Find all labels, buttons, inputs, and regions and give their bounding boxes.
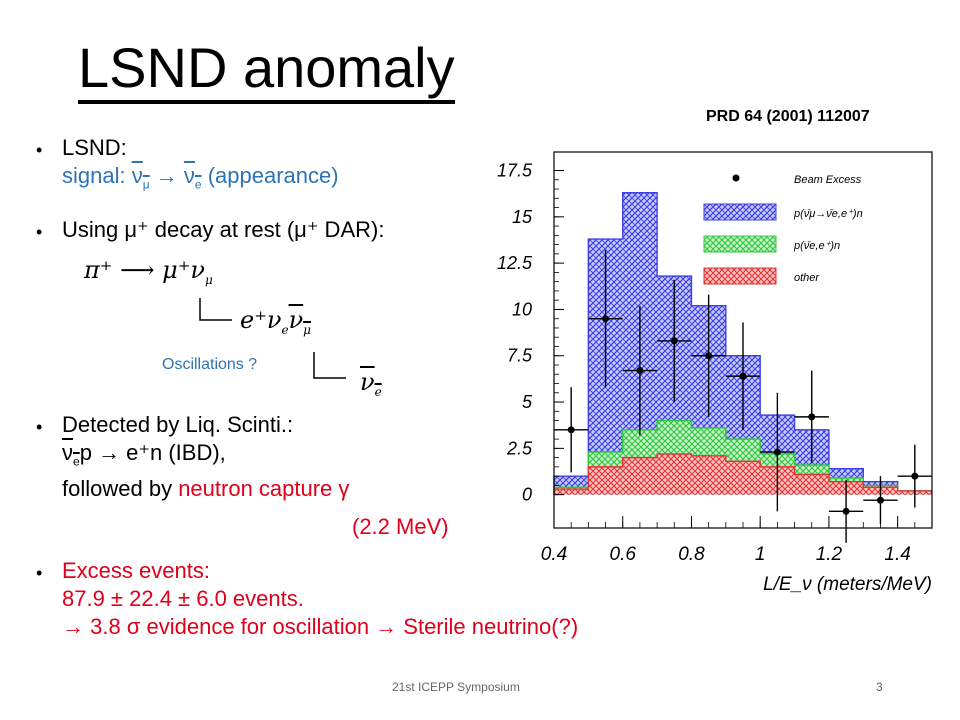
e-sub: e: [194, 177, 202, 192]
y-tick-label: 10: [512, 299, 532, 319]
legend-swatch: [703, 267, 777, 285]
legend-beam-excess-marker: [732, 174, 740, 182]
decay-pion: π⁺ ⟶ μ⁺νμ: [84, 256, 213, 294]
nue-bar: νe: [62, 440, 80, 469]
hist-bar-other: [622, 457, 658, 495]
nu-e-bar: νe: [183, 163, 202, 192]
beam-excess-point: [636, 367, 644, 375]
neutron-capture: neutron capture γ: [178, 476, 350, 502]
nu-symbol: ν: [360, 368, 375, 396]
decay-pion-text: π⁺ ⟶ μ⁺ν: [84, 256, 205, 284]
lsnd-signal: signal: νμ → νe (appearance): [62, 162, 339, 198]
nu-symbol: ν: [62, 440, 73, 465]
legend-label: p(ν̄μ→ν̄e,e⁺)n: [793, 208, 863, 220]
followed-by: followed by: [62, 476, 179, 502]
hist-bar-other: [657, 453, 692, 495]
decay-nue-bar: νe: [360, 368, 382, 406]
nu-symbol: ν: [183, 163, 195, 188]
lsnd-histogram-chart: 0 2.5 5 7.5 10 12.5 15 17.5 0.4 0.6 0.8 1 1.2 1.4 Beam…: [482, 132, 942, 602]
legend-label: p(ν̄e,e⁺)n: [793, 240, 840, 252]
nu-mu-bar: νμ: [131, 163, 150, 192]
y-tick-label: 15: [512, 207, 533, 227]
nue-sub: e: [73, 454, 80, 469]
beam-excess-point: [808, 413, 816, 421]
slide-title: LSND anomaly: [78, 38, 455, 104]
oscillation-connector: [313, 352, 346, 379]
reference-citation: PRD 64 (2001) 112007: [706, 108, 870, 125]
appearance-label: (appearance): [207, 163, 339, 188]
decay-muon-sub-e: e: [281, 322, 289, 337]
legend-swatch: [703, 203, 777, 221]
nue-sub: e: [374, 384, 382, 399]
hist-bar-other: [554, 489, 589, 495]
x-tick-label: 1.2: [816, 544, 843, 565]
legend-beam-excess-label: Beam Excess: [794, 174, 862, 186]
y-tick-label: 5: [522, 392, 533, 412]
hist-outline: [553, 453, 932, 495]
lsnd-label: LSND:: [62, 135, 127, 160]
bullet-dot: •: [36, 140, 43, 160]
beam-excess-point: [567, 426, 575, 434]
y-tick-label: 0: [522, 485, 532, 505]
beam-excess-point: [876, 496, 884, 504]
beam-excess-point: [670, 337, 678, 345]
y-tick-label: 2.5: [506, 438, 533, 458]
plot-area: 0 2.5 5 7.5 10 12.5 15 17.5 0.4 0.6 0.8 1 1.2 1.4 Beam…: [497, 151, 933, 595]
signal-prefix: signal:: [62, 163, 132, 188]
bullet-dot: •: [36, 222, 43, 242]
nu-symbol: ν: [131, 163, 143, 188]
hist-bar-other: [794, 474, 829, 495]
bullet-dot: •: [36, 563, 43, 583]
bullet-detection: Detected by Liq. Scinti.: νep → e⁺n (IBD…: [62, 411, 349, 503]
bullet-excess: Excess events: 87.9 ± 22.4 ± 6.0 events.…: [62, 557, 578, 641]
x-tick-label: 1: [755, 544, 766, 565]
hist-bar-other: [588, 466, 623, 495]
hist-bar-other: [691, 455, 726, 495]
bullet-dar: Using μ⁺ decay at rest (μ⁺ DAR):: [62, 217, 385, 242]
decay-muon: e⁺νeνμ: [240, 306, 311, 344]
excess-count: 87.9 ± 22.4 ± 6.0 events.: [62, 586, 304, 611]
excess-title: Excess events:: [62, 558, 210, 583]
ibd-reaction: νep → e⁺n (IBD),: [62, 439, 349, 475]
arrow-icon: →: [155, 163, 178, 188]
decay-muon-text: e⁺ν: [240, 306, 282, 334]
y-tick-label: 17.5: [497, 161, 533, 181]
detection-title: Detected by Liq. Scinti.:: [62, 412, 294, 437]
x-tick-label: 0.4: [541, 544, 567, 565]
oscillations-label: Oscillations ?: [162, 356, 258, 373]
ibd-text: p → e⁺n (IBD),: [79, 440, 226, 465]
bullet-lsnd: LSND: signal: νμ → νe (appearance): [62, 134, 339, 198]
x-tick-label: 0.8: [678, 544, 705, 565]
beam-excess-point: [842, 507, 850, 515]
neutron-capture-line: followed by neutron capture γ: [62, 475, 349, 503]
decay-branch-connector: [199, 298, 232, 321]
y-tick-label: 7.5: [507, 346, 533, 366]
capture-energy: (2.2 MeV): [352, 514, 449, 539]
beam-excess-point: [773, 448, 781, 456]
footer-symposium: 21st ICEPP Symposium: [392, 680, 520, 694]
beam-excess-point: [705, 352, 713, 360]
hist-bar-other: [725, 461, 761, 495]
footer-page-number: 3: [876, 680, 883, 694]
legend-swatch: [703, 235, 777, 253]
bullet-dot: •: [36, 417, 43, 437]
y-tick-label: 12.5: [497, 253, 533, 273]
beam-excess-point: [739, 372, 747, 380]
nu-symbol: ν: [288, 306, 304, 334]
mu-sub: μ: [142, 177, 150, 192]
hist-outline: [553, 419, 932, 495]
decay-pion-sub: μ: [204, 272, 213, 287]
decay-muon-nubar: νμ: [288, 306, 311, 337]
legend-label: other: [794, 272, 820, 284]
evidence-statement: → 3.8 σ evidence for oscillation → Steri…: [62, 614, 579, 639]
x-tick-label: 1.4: [884, 544, 910, 565]
x-tick-label: 0.6: [610, 544, 637, 565]
x-axis-label: L/E_ν (meters/MeV): [763, 574, 932, 595]
decay-muon-sub-mu: μ: [303, 322, 311, 337]
beam-excess-point: [911, 472, 919, 480]
nue-bar: νe: [360, 368, 382, 399]
beam-excess-point: [602, 315, 610, 323]
